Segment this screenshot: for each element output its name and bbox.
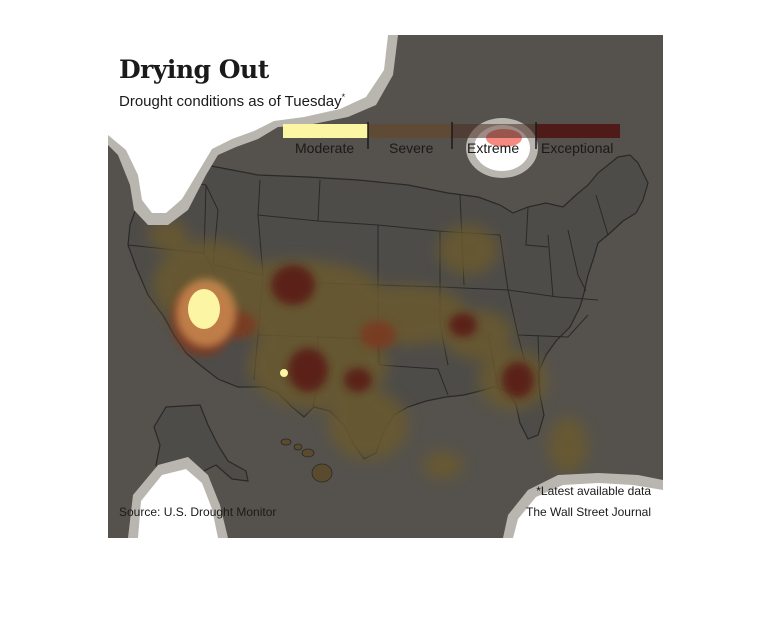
legend-swatch-severe — [368, 124, 452, 138]
drought-overlay — [148, 177, 588, 479]
legend-swatch-moderate — [283, 124, 368, 138]
footnote: *Latest available data — [536, 484, 651, 498]
legend-bar — [283, 122, 620, 149]
hawaii — [280, 438, 333, 483]
legend-label-moderate: Moderate — [295, 140, 355, 156]
highlight-blobs — [108, 35, 663, 538]
subtitle-text: Drought conditions as of Tuesday — [119, 93, 342, 110]
subtitle-footnote-mark: * — [341, 92, 346, 102]
legend-label-exceptional: Exceptional — [541, 140, 614, 156]
legend-swatch-extreme — [452, 124, 536, 138]
legend-swatch-exceptional — [536, 124, 620, 138]
map-subtitle: Drought conditions as of Tuesday* — [119, 92, 345, 110]
source-note: Source: U.S. Drought Monitor — [119, 505, 277, 519]
map-title: Drying Out — [119, 55, 269, 84]
legend-label-severe: Severe — [389, 140, 434, 156]
publisher-credit: The Wall Street Journal — [526, 505, 651, 519]
map-panel: Drying Out Drought conditions as of Tues… — [108, 35, 663, 538]
us-drought-map — [108, 35, 663, 538]
legend-label-extreme: Extreme — [467, 140, 520, 156]
